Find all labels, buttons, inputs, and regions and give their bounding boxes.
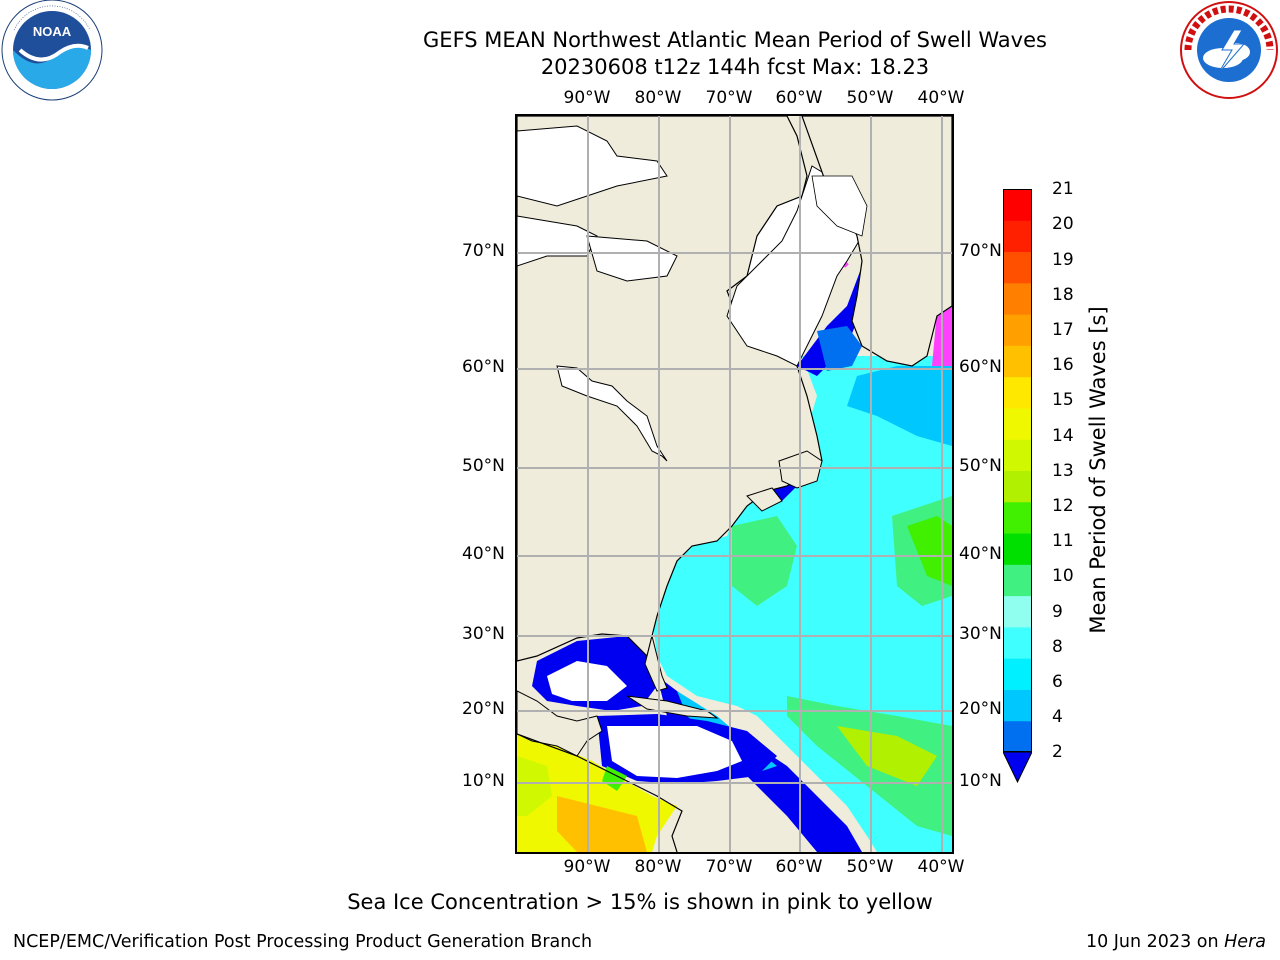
lon-label-top-90w: 90°W bbox=[563, 88, 611, 108]
colorbar-bin bbox=[1003, 220, 1032, 253]
colorbar-label: Mean Period of Swell Waves [s] bbox=[1086, 306, 1110, 634]
colorbar-tick-19: 19 bbox=[1052, 250, 1074, 270]
lat-label-left-60n: 60°N bbox=[462, 357, 505, 377]
graticule bbox=[517, 116, 952, 852]
colorbar-svg bbox=[1002, 189, 1033, 784]
title-line-2: 20230608 t12z 144h fcst Max: 18.23 bbox=[540, 55, 930, 79]
lon-label-top-70w: 70°W bbox=[705, 88, 753, 108]
lon-label-bottom-40w: 40°W bbox=[917, 857, 965, 877]
colorbar-bin bbox=[1003, 407, 1032, 440]
colorbar-tick-2: 2 bbox=[1052, 742, 1063, 762]
lon-label-top-80w: 80°W bbox=[634, 88, 682, 108]
lat-label-right-50n: 50°N bbox=[959, 456, 1002, 476]
noaa-logo: NOAA bbox=[0, 0, 104, 104]
colorbar-tick-16: 16 bbox=[1052, 355, 1074, 375]
colorbar-tick-14: 14 bbox=[1052, 426, 1074, 446]
lon-label-top-50w: 50°W bbox=[846, 88, 894, 108]
footer-date-text: 10 Jun 2023 on bbox=[1085, 932, 1225, 952]
lat-label-left-20n: 20°N bbox=[462, 699, 505, 719]
lon-label-bottom-90w: 90°W bbox=[563, 857, 611, 877]
colorbar bbox=[1002, 189, 1033, 788]
colorbar-bin bbox=[1003, 720, 1032, 753]
colorbar-tick-6: 6 bbox=[1052, 672, 1063, 692]
lon-label-top-60w: 60°W bbox=[775, 88, 823, 108]
lat-label-right-30n: 30°N bbox=[959, 624, 1002, 644]
footer-machine: Hera bbox=[1224, 932, 1266, 952]
lat-label-left-50n: 50°N bbox=[462, 456, 505, 476]
map-svg bbox=[517, 116, 952, 852]
lat-label-right-20n: 20°N bbox=[959, 699, 1002, 719]
colorbar-bin bbox=[1003, 564, 1032, 597]
lat-label-right-60n: 60°N bbox=[959, 357, 1002, 377]
lat-label-left-10n: 10°N bbox=[462, 771, 505, 791]
nws-logo bbox=[1178, 0, 1280, 102]
lat-label-left-70n: 70°N bbox=[462, 241, 505, 261]
sea-ice-caption: Sea Ice Concentration > 15% is shown in … bbox=[347, 890, 933, 914]
colorbar-bin bbox=[1003, 626, 1032, 659]
colorbar-border bbox=[1003, 189, 1032, 752]
colorbar-bin bbox=[1003, 314, 1032, 346]
colorbar-bin bbox=[1003, 251, 1032, 284]
colorbar-tick-13: 13 bbox=[1052, 461, 1074, 481]
colorbar-tick-20: 20 bbox=[1052, 214, 1074, 234]
colorbar-tick-4: 4 bbox=[1052, 707, 1063, 727]
colorbar-bin bbox=[1003, 689, 1032, 722]
colorbar-bin bbox=[1003, 470, 1032, 503]
colorbar-bin bbox=[1003, 282, 1032, 315]
colorbar-bin bbox=[1003, 501, 1032, 534]
colorbar-tick-17: 17 bbox=[1052, 320, 1074, 340]
lat-label-left-30n: 30°N bbox=[462, 624, 505, 644]
colorbar-bin bbox=[1003, 533, 1032, 565]
lon-label-bottom-70w: 70°W bbox=[705, 857, 753, 877]
colorbar-tick-8: 8 bbox=[1052, 637, 1063, 657]
lon-label-top-40w: 40°W bbox=[917, 88, 965, 108]
colorbar-tick-9: 9 bbox=[1052, 602, 1063, 622]
footer-date: 10 Jun 2023 on Hera bbox=[1086, 932, 1266, 952]
lon-label-bottom-60w: 60°W bbox=[775, 857, 823, 877]
lat-label-left-40n: 40°N bbox=[462, 544, 505, 564]
lon-label-bottom-80w: 80°W bbox=[634, 857, 682, 877]
colorbar-bin bbox=[1003, 595, 1032, 628]
colorbar-extend-triangle bbox=[1002, 751, 1033, 784]
colorbar-bin bbox=[1003, 189, 1032, 221]
lon-label-bottom-50w: 50°W bbox=[846, 857, 894, 877]
swell-field bbox=[517, 120, 952, 852]
lat-label-right-70n: 70°N bbox=[959, 241, 1002, 261]
lat-label-right-10n: 10°N bbox=[959, 771, 1002, 791]
map-panel bbox=[515, 114, 954, 854]
footer-credit: NCEP/EMC/Verification Post Processing Pr… bbox=[13, 932, 593, 952]
colorbar-bin bbox=[1003, 439, 1032, 471]
colorbar-bin bbox=[1003, 658, 1032, 690]
lat-label-right-40n: 40°N bbox=[959, 544, 1002, 564]
colorbar-tick-10: 10 bbox=[1052, 566, 1074, 586]
colorbar-tick-15: 15 bbox=[1052, 390, 1074, 410]
title-line-1: GEFS MEAN Northwest Atlantic Mean Period… bbox=[423, 28, 1047, 52]
colorbar-tick-12: 12 bbox=[1052, 496, 1074, 516]
colorbar-tick-18: 18 bbox=[1052, 285, 1074, 305]
colorbar-tick-21: 21 bbox=[1052, 179, 1074, 199]
colorbar-tick-11: 11 bbox=[1052, 531, 1074, 551]
colorbar-bin bbox=[1003, 345, 1032, 378]
svg-text:NOAA: NOAA bbox=[33, 24, 72, 39]
colorbar-bin bbox=[1003, 376, 1032, 409]
